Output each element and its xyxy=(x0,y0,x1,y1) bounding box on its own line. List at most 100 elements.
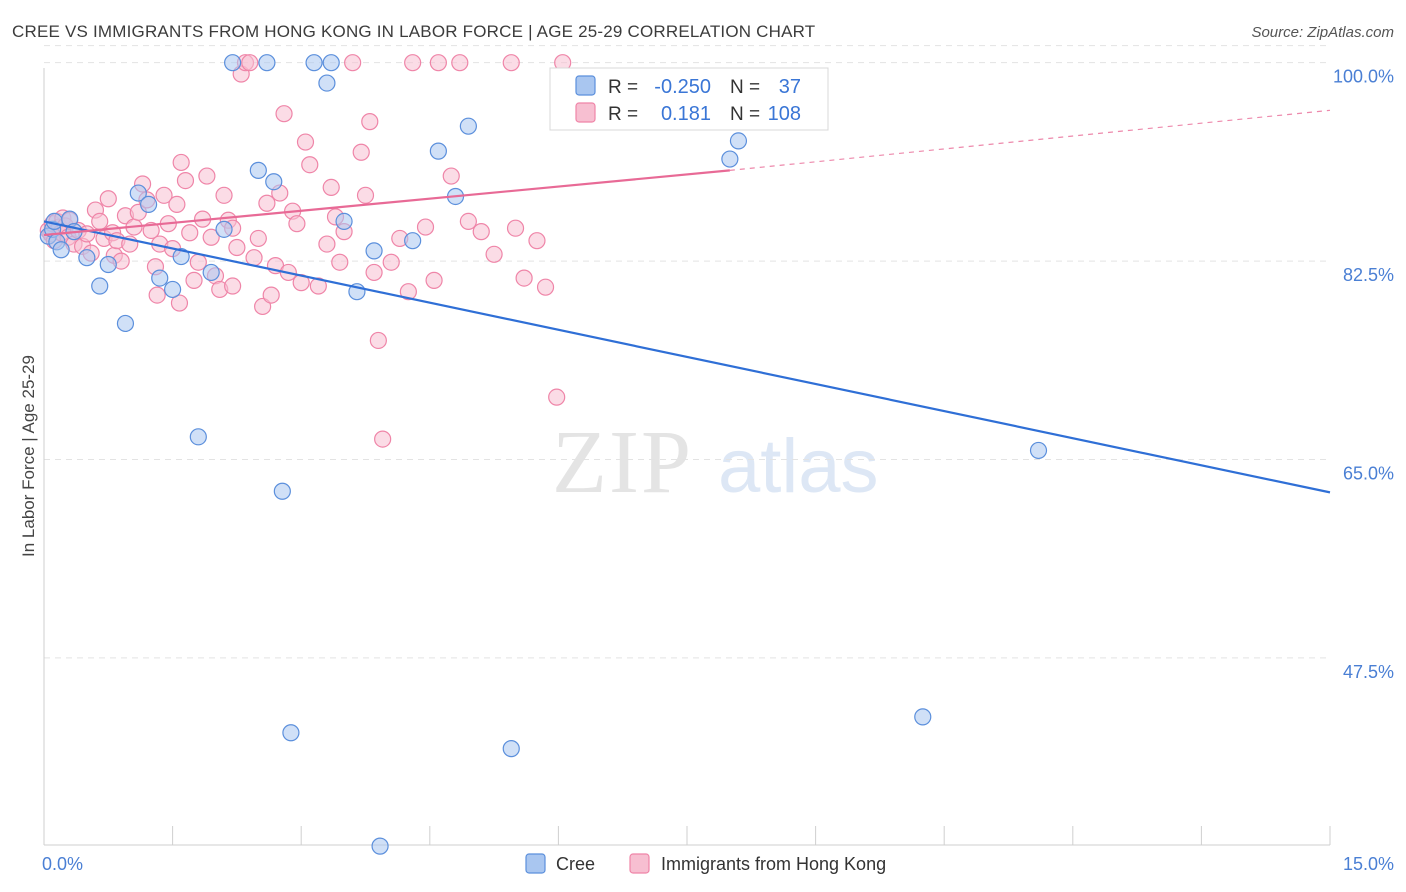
data-point xyxy=(185,271,203,289)
hk-n-label: N = xyxy=(730,104,760,125)
data-point xyxy=(273,482,291,500)
data-point xyxy=(202,228,220,246)
y-tick-labels: 100.0% 82.5% 65.0% 47.5% xyxy=(1333,67,1394,682)
data-point xyxy=(288,215,306,233)
data-point xyxy=(404,54,422,72)
data-point xyxy=(528,232,546,250)
data-point xyxy=(361,113,379,131)
data-point xyxy=(224,54,242,72)
data-point xyxy=(429,142,447,160)
data-point xyxy=(914,708,932,726)
data-point xyxy=(139,195,158,214)
data-point xyxy=(548,388,566,406)
gridlines xyxy=(44,45,1330,659)
data-point xyxy=(472,223,490,241)
data-point xyxy=(429,54,447,72)
stats-legend: R = -0.250 N = 37 R = 0.181 N = 108 xyxy=(549,67,829,131)
data-point xyxy=(258,194,276,212)
data-point xyxy=(254,297,272,316)
data-point xyxy=(142,221,160,240)
data-point xyxy=(369,331,387,350)
hk-trend-extension xyxy=(729,109,1331,171)
hk-trend-line xyxy=(43,169,730,237)
data-point xyxy=(335,212,353,231)
data-point xyxy=(170,294,189,312)
y-axis-title: In Labor Force | Age 25-29 xyxy=(19,355,38,557)
data-point xyxy=(382,253,400,271)
data-point xyxy=(515,269,533,287)
data-point xyxy=(309,277,327,295)
data-point xyxy=(404,232,422,250)
data-point xyxy=(506,219,525,237)
data-point xyxy=(365,263,383,282)
data-point xyxy=(198,167,216,185)
data-point xyxy=(172,153,190,172)
hk-series xyxy=(39,54,572,448)
data-point xyxy=(78,249,96,267)
cree-r-value: -0.250 xyxy=(654,76,711,98)
data-point xyxy=(52,241,70,259)
hk-r-label: R = xyxy=(608,104,638,125)
hk-n-value: 108 xyxy=(768,103,801,125)
data-point xyxy=(228,238,246,257)
data-point xyxy=(172,247,190,266)
data-point xyxy=(99,255,117,274)
data-point xyxy=(181,224,199,242)
hk-r-value: 0.181 xyxy=(661,103,711,125)
data-point xyxy=(352,143,370,161)
data-point xyxy=(245,249,263,267)
data-point xyxy=(451,54,469,72)
cree-r-label: R = xyxy=(608,77,638,98)
data-point xyxy=(485,245,503,263)
data-point xyxy=(721,150,739,168)
data-point xyxy=(148,286,166,304)
data-point xyxy=(318,235,336,253)
watermark-zip: ZIP xyxy=(552,413,693,512)
data-point xyxy=(168,195,186,214)
data-point xyxy=(155,186,173,204)
data-point xyxy=(275,105,293,123)
cree-trend-line xyxy=(43,220,1331,494)
data-point xyxy=(301,156,319,174)
legend-cree-label: Cree xyxy=(556,854,595,874)
data-point xyxy=(729,132,748,150)
cree-swatch xyxy=(575,75,596,96)
data-point xyxy=(262,286,280,304)
watermark-atlas: atlas xyxy=(718,424,879,509)
trend-lines xyxy=(43,109,1331,494)
data-point xyxy=(151,269,169,287)
data-point xyxy=(459,212,477,231)
legend-cree-swatch xyxy=(525,853,546,874)
bottom-legend: Cree Immigrants from Hong Kong xyxy=(525,853,886,874)
data-point xyxy=(202,263,220,282)
data-point xyxy=(215,220,233,238)
data-point xyxy=(374,430,392,448)
stats-legend-box xyxy=(549,67,829,131)
data-point xyxy=(176,171,195,190)
cree-n-value: 37 xyxy=(779,76,801,98)
y-tick-label: 82.5% xyxy=(1343,265,1394,285)
data-point xyxy=(282,724,300,742)
data-point xyxy=(164,280,182,299)
data-point xyxy=(331,253,349,271)
data-point xyxy=(296,133,315,151)
data-point xyxy=(224,277,242,295)
source-attribution: Source: ZipAtlas.com xyxy=(1251,24,1394,41)
data-point xyxy=(322,178,340,196)
data-point xyxy=(91,277,109,295)
data-point xyxy=(416,218,435,236)
y-tick-label: 65.0% xyxy=(1343,464,1394,484)
data-point xyxy=(305,54,323,72)
data-point xyxy=(502,54,520,72)
legend-hk-swatch xyxy=(629,853,650,874)
data-point xyxy=(249,229,267,248)
data-point xyxy=(371,837,389,855)
data-point xyxy=(241,54,259,72)
data-point xyxy=(189,428,207,446)
data-point xyxy=(249,161,267,179)
x-ticks xyxy=(43,826,1331,845)
data-point xyxy=(536,278,555,296)
data-point xyxy=(399,283,417,301)
data-point xyxy=(344,54,362,72)
